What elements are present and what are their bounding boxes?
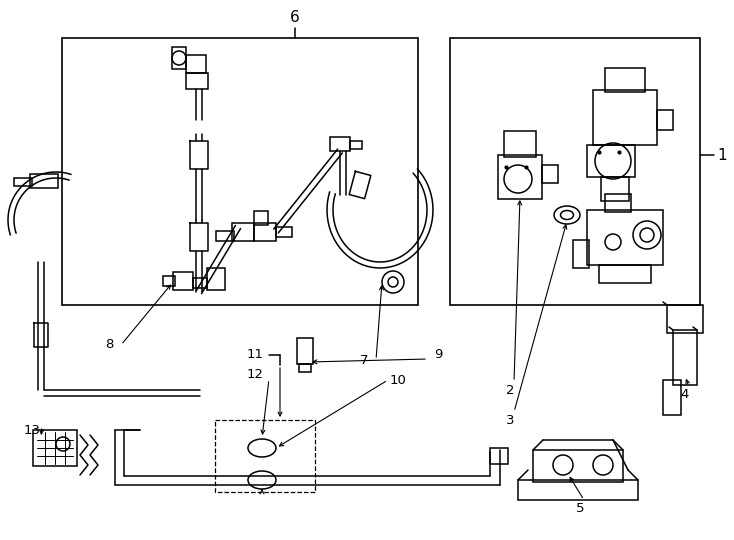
Bar (330, 137, 350, 151)
Text: 3: 3 (506, 414, 515, 427)
Bar (186, 55, 206, 73)
Bar (207, 268, 225, 290)
Text: 9: 9 (434, 348, 442, 361)
Text: 12: 12 (247, 368, 264, 381)
Bar (663, 380, 681, 415)
Ellipse shape (554, 206, 580, 224)
Text: 13: 13 (23, 423, 40, 436)
Bar (450, 38, 700, 305)
Bar (30, 174, 58, 188)
Bar (601, 177, 629, 201)
Text: 11: 11 (247, 348, 264, 361)
Bar (186, 73, 208, 89)
Bar (232, 223, 254, 241)
Bar (62, 38, 418, 305)
Bar (254, 223, 276, 241)
Bar (542, 165, 558, 183)
Text: 4: 4 (681, 388, 689, 402)
Bar (297, 338, 313, 364)
Bar (605, 68, 645, 92)
Bar (657, 110, 673, 130)
Text: 6: 6 (290, 10, 300, 25)
Bar (667, 305, 703, 333)
Text: 2: 2 (506, 383, 515, 396)
Ellipse shape (561, 211, 573, 219)
Ellipse shape (248, 471, 276, 489)
Bar (573, 240, 589, 268)
Bar (498, 155, 542, 199)
Bar (172, 47, 186, 69)
Bar (33, 430, 77, 466)
Text: 8: 8 (105, 339, 113, 352)
Bar (163, 276, 175, 286)
Bar (605, 194, 631, 212)
Bar (254, 211, 268, 225)
Bar (14, 178, 32, 186)
Bar (299, 364, 311, 372)
Bar (533, 450, 623, 482)
Bar (673, 330, 697, 385)
Bar (599, 265, 651, 283)
Text: 5: 5 (575, 502, 584, 515)
Bar (216, 231, 234, 241)
Bar (193, 278, 207, 288)
Bar (587, 210, 663, 265)
Bar (504, 131, 536, 157)
Bar (593, 90, 657, 145)
Text: 7: 7 (360, 354, 368, 367)
Bar (518, 480, 638, 500)
Bar (587, 145, 635, 177)
Ellipse shape (248, 439, 276, 457)
Bar (215, 420, 315, 492)
Bar (490, 448, 508, 464)
Text: 1: 1 (717, 147, 727, 163)
Bar (350, 141, 362, 149)
Bar (173, 272, 193, 290)
Bar (276, 227, 292, 237)
Text: 10: 10 (390, 374, 407, 387)
